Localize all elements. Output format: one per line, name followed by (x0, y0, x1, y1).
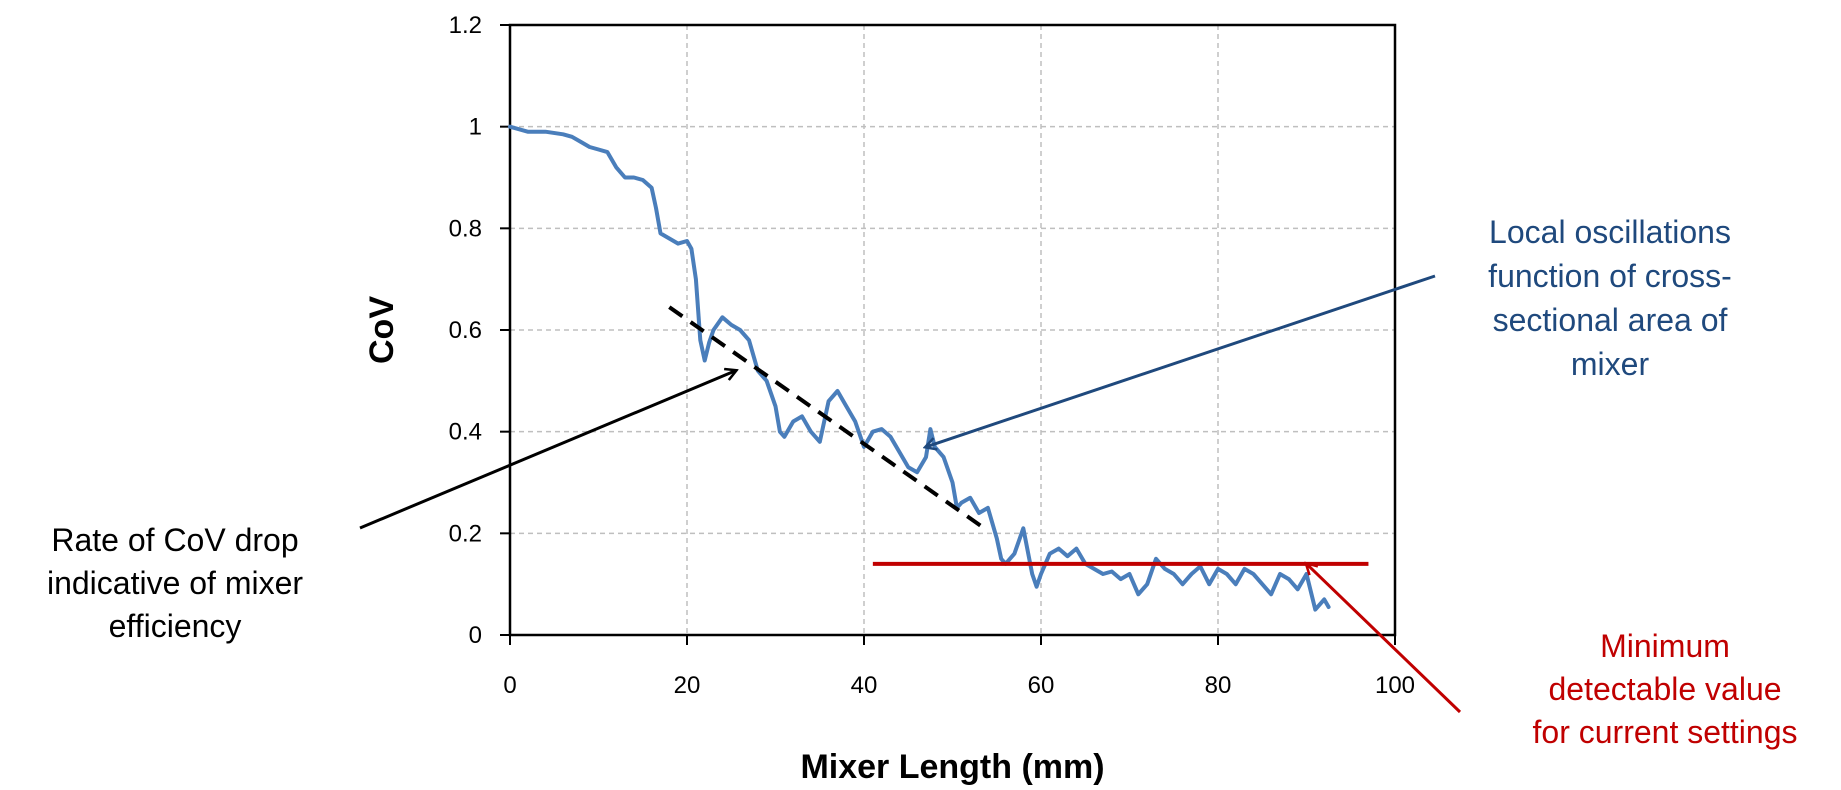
x-tick-label: 60 (1028, 672, 1055, 699)
y-tick-label: 0.4 (449, 419, 482, 446)
annotation-text-rate: Rate of CoV drop (51, 522, 298, 558)
y-axis-title: CoV (363, 296, 401, 364)
y-tick-label: 0.2 (449, 520, 482, 547)
annotation-text-local: Local oscillations (1489, 214, 1731, 250)
y-tick-label: 1.2 (449, 12, 482, 39)
trend-line (668, 305, 990, 533)
y-tick-label: 1 (469, 114, 482, 141)
x-tick-label: 80 (1205, 672, 1232, 699)
tick-labels: 0 0.2 0.4 0.6 0.8 1 1.2 0 20 40 60 80 100 (449, 12, 1415, 699)
x-tick-label: 0 (503, 672, 516, 699)
data-series (508, 124, 1331, 612)
annotation-text-rate: efficiency (109, 608, 242, 644)
annotation-text-minimum: for current settings (1533, 714, 1798, 750)
annotation-text-rate: indicative of mixer (47, 565, 303, 601)
annotation-text-local: mixer (1571, 346, 1650, 382)
annotation-arrow-local (926, 274, 1436, 447)
grid-lines (510, 25, 1395, 635)
y-tick-label: 0.6 (449, 317, 482, 344)
overlay-lines (668, 305, 1369, 566)
annotations: Rate of CoV drop indicative of mixer effic… (47, 214, 1798, 750)
annotation-arrow-rate (359, 371, 736, 530)
y-tick-label: 0.8 (449, 215, 482, 242)
annotation-text-minimum: Minimum (1600, 628, 1730, 664)
x-axis-title: Mixer Length (mm) (800, 748, 1104, 786)
x-tick-label: 40 (851, 672, 878, 699)
annotation-text-local: function of cross- (1488, 258, 1732, 294)
x-tick-label: 20 (674, 672, 701, 699)
annotation-arrow-minimum (1307, 564, 1462, 714)
annotation-text-minimum: detectable value (1548, 671, 1781, 707)
y-tick-label: 0 (469, 622, 482, 649)
x-tick-label: 100 (1375, 672, 1415, 699)
axes (500, 23, 1397, 645)
series-line (508, 124, 1331, 612)
annotation-text-local: sectional area of (1493, 302, 1728, 338)
plot-area-frame (508, 23, 1397, 637)
